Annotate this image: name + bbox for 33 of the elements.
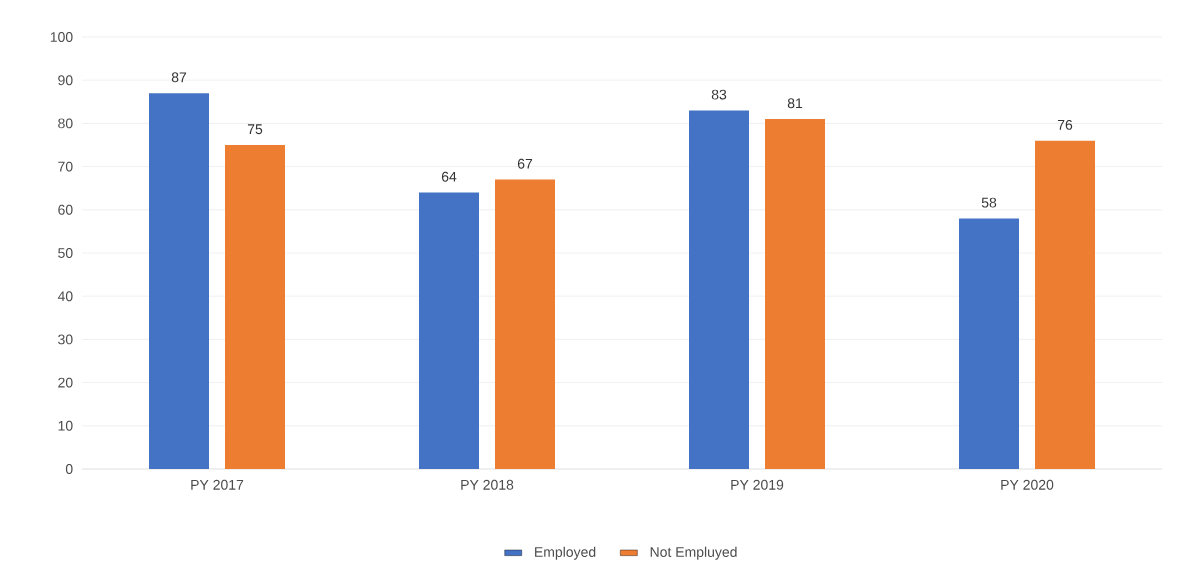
y-tick-label: 30 xyxy=(58,334,73,345)
y-tick-label: 70 xyxy=(58,161,73,172)
x-tick-label: PY 2017 xyxy=(191,479,244,490)
y-tick-label: 20 xyxy=(58,377,73,388)
y-tick-label: 0 xyxy=(65,464,73,474)
bar xyxy=(495,179,555,469)
y-tick-label: 90 xyxy=(58,75,73,86)
bar xyxy=(149,93,209,469)
data-label: 75 xyxy=(247,124,263,135)
bar xyxy=(225,145,285,469)
data-label: 58 xyxy=(981,197,997,208)
data-label: 83 xyxy=(711,89,727,100)
y-tick-label: 60 xyxy=(58,204,73,215)
y-tick-label: 50 xyxy=(58,248,73,258)
bar xyxy=(419,192,479,469)
bar xyxy=(959,218,1019,469)
data-label: 81 xyxy=(787,98,803,109)
data-label: 87 xyxy=(171,72,187,83)
bar xyxy=(765,119,826,469)
x-tick-label: PY 2020 xyxy=(1001,479,1054,490)
legend-label: Employed xyxy=(535,546,596,560)
y-tick-label: 80 xyxy=(58,118,73,129)
bar xyxy=(689,110,749,469)
data-label: 76 xyxy=(1057,119,1073,130)
y-tick-label: 10 xyxy=(58,420,73,431)
x-tick-label: PY 2018 xyxy=(461,479,514,490)
y-tick-label: 100 xyxy=(50,32,73,42)
x-tick-label: PY 2019 xyxy=(731,479,784,490)
y-tick-label: 40 xyxy=(57,291,73,302)
bar xyxy=(1035,140,1096,469)
legend-label: Not Empluyed xyxy=(650,546,737,560)
data-label: 64 xyxy=(441,171,457,182)
data-label: 67 xyxy=(517,158,533,169)
